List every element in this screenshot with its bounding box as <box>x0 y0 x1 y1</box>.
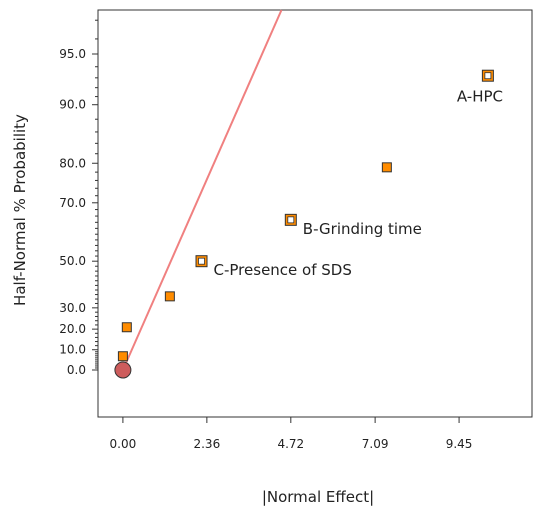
x-tick-label: 7.09 <box>362 437 389 451</box>
significant-effect-point-inner <box>287 216 295 224</box>
y-tick-label: 20.0 <box>59 322 86 336</box>
y-tick-label: 30.0 <box>59 301 86 315</box>
plot-frame <box>97 9 533 418</box>
significant-effect-point-inner <box>198 257 205 265</box>
y-tick-label: 90.0 <box>59 98 86 112</box>
reference-line <box>121 9 283 371</box>
y-tick-label: 80.0 <box>59 156 86 170</box>
x-tick-label: 9.45 <box>446 437 473 451</box>
effect-point <box>117 351 128 362</box>
point-annotation: B-Grinding time <box>303 220 422 238</box>
effect-point <box>164 291 175 302</box>
y-axis-title: Half-Normal % Probability <box>11 114 29 306</box>
origin-point <box>114 361 132 379</box>
y-tick-label: 70.0 <box>59 196 86 210</box>
point-annotation: A-HPC <box>457 88 503 106</box>
x-tick-label: 4.72 <box>277 437 304 451</box>
y-tick-label: 0.0 <box>67 363 86 377</box>
y-tick-label: 95.0 <box>59 47 86 61</box>
significant-effect-point-inner <box>484 72 492 80</box>
effect-point <box>381 162 392 173</box>
point-annotation: C-Presence of SDS <box>214 261 352 279</box>
x-tick-label: 2.36 <box>193 437 220 451</box>
x-tick-label: 0.00 <box>110 437 137 451</box>
effect-point <box>121 322 132 333</box>
y-tick-label: 50.0 <box>59 254 86 268</box>
x-axis-title: |Normal Effect| <box>262 488 374 506</box>
y-tick-label: 10.0 <box>59 343 86 357</box>
